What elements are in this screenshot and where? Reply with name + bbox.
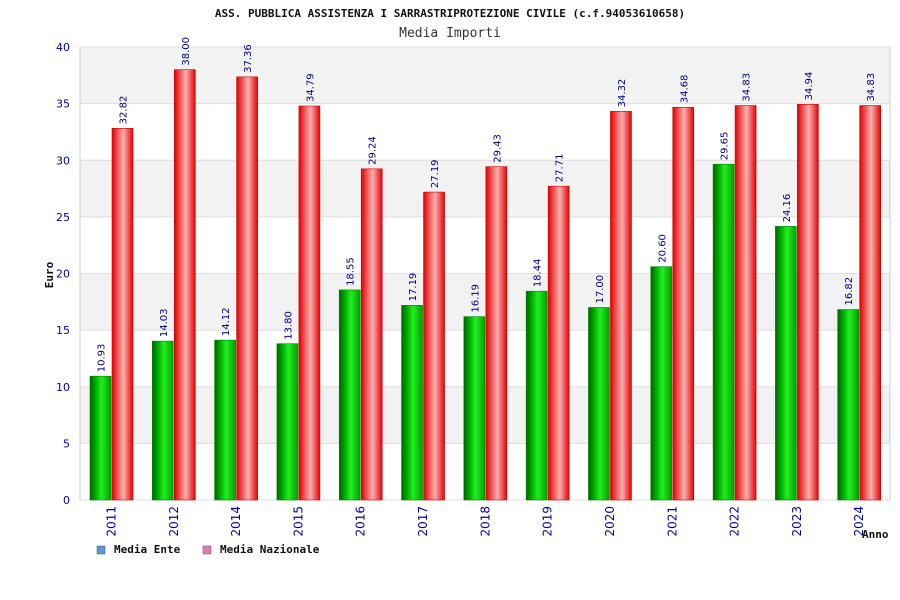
bar-media-ente-2020	[588, 307, 610, 501]
bar-media-ente-2014	[214, 339, 236, 501]
chart-subtitle: Media Importi	[399, 26, 501, 41]
y-tick-label: 20	[56, 268, 70, 281]
data-label: 20.60	[657, 234, 668, 263]
data-label: 37.36	[243, 44, 254, 73]
bar-media-ente-2023	[775, 226, 797, 501]
bar-media-nazionale-2019	[547, 185, 570, 501]
legend-swatch-media-nazionale	[202, 545, 212, 555]
plot-band	[80, 47, 890, 104]
chart-title: ASS. PUBBLICA ASSISTENZA I SARRASTRIPROT…	[215, 7, 685, 20]
bar-media-ente-2024	[837, 309, 859, 501]
x-tick-label: 2012	[167, 506, 181, 537]
data-label: 29.65	[720, 132, 731, 161]
legend: Media Ente Media Nazionale	[96, 543, 320, 556]
bar-media-nazionale-2023	[797, 104, 819, 501]
x-tick-label: 2015	[291, 506, 305, 537]
x-axis-label: Anno	[862, 528, 889, 541]
data-label: 34.83	[742, 73, 753, 102]
x-tick-label: 2019	[541, 506, 555, 537]
bar-media-nazionale-2014	[236, 76, 258, 501]
plot-band	[80, 216, 890, 274]
x-tick-label: 2017	[416, 506, 430, 537]
data-label: 27.19	[430, 159, 441, 188]
data-label: 29.43	[492, 134, 503, 163]
bar-media-nazionale-2024	[859, 105, 881, 501]
data-label: 18.44	[533, 259, 544, 288]
data-label: 34.79	[305, 73, 316, 102]
bar-media-ente-2015	[276, 343, 299, 501]
x-tick-label: 2024	[852, 506, 866, 537]
bar-media-nazionale-2012	[174, 69, 196, 501]
bar-media-nazionale-2011	[111, 128, 134, 501]
x-tick-label: 2014	[229, 506, 243, 537]
bar-media-ente-2018	[463, 316, 486, 501]
bar-media-nazionale-2018	[485, 166, 508, 501]
x-tick-label: 2016	[354, 506, 368, 537]
data-label: 17.00	[595, 275, 606, 304]
data-label: 34.83	[866, 73, 877, 102]
y-tick-label: 10	[56, 381, 70, 394]
bar-media-nazionale-2020	[610, 111, 632, 501]
y-tick-label: 5	[63, 437, 70, 450]
data-label: 32.82	[119, 96, 130, 125]
data-label: 13.80	[283, 311, 294, 340]
data-label: 18.55	[346, 257, 357, 286]
data-label: 10.93	[97, 344, 108, 373]
legend-swatch-media-ente	[96, 545, 106, 555]
plot-band	[80, 160, 890, 217]
x-tick-label: 2021	[665, 506, 679, 537]
bars	[89, 69, 881, 501]
x-tick-label: 2011	[105, 506, 119, 537]
data-label: 34.32	[617, 79, 628, 108]
y-axis-label: Euro	[43, 261, 56, 288]
x-axis-ticks: 2011 2012 2014 2015 2016 2017 2018 2019 2020 2021…	[105, 506, 867, 537]
data-label: 17.19	[408, 273, 419, 302]
bar-media-ente-2012	[152, 340, 174, 501]
data-label: 27.71	[555, 154, 566, 183]
x-tick-label: 2022	[728, 506, 742, 537]
bar-media-nazionale-2016	[360, 168, 383, 501]
x-tick-label: 2018	[478, 506, 492, 537]
legend-label-media-nazionale: Media Nazionale	[220, 543, 320, 556]
data-label: 24.16	[782, 194, 793, 223]
data-label: 38.00	[181, 37, 192, 66]
y-tick-label: 0	[63, 494, 70, 507]
y-tick-label: 40	[56, 41, 70, 54]
y-tick-label: 30	[56, 154, 70, 167]
data-label: 14.12	[221, 307, 232, 336]
data-label: 34.94	[804, 72, 815, 101]
data-label: 34.68	[679, 75, 690, 104]
data-label: 16.82	[844, 277, 855, 306]
bar-media-nazionale-2022	[734, 105, 757, 501]
bar-media-ente-2017	[401, 305, 423, 501]
y-tick-label: 15	[56, 324, 70, 337]
bar-media-nazionale-2021	[672, 106, 695, 501]
y-axis-ticks: 0 5 10 15 20 25 30 35 40	[56, 41, 70, 507]
bar-media-ente-2019	[525, 290, 548, 501]
x-tick-label: 2020	[603, 506, 617, 537]
data-label: 14.03	[159, 308, 170, 337]
legend-label-media-ente: Media Ente	[114, 543, 181, 556]
data-labels: 10.93 32.82 14.03 38.00 14.12 37.36 13.80 34.79…	[97, 37, 878, 372]
bar-media-ente-2011	[89, 375, 112, 501]
y-tick-label: 35	[56, 98, 70, 111]
y-tick-label: 25	[56, 211, 70, 224]
bar-media-ente-2022	[712, 163, 735, 501]
bar-media-nazionale-2017	[423, 191, 445, 501]
data-label: 16.19	[470, 284, 481, 313]
bar-media-ente-2016	[338, 289, 361, 501]
bar-media-nazionale-2015	[298, 105, 321, 501]
x-tick-label: 2023	[790, 506, 804, 537]
bar-media-ente-2021	[650, 266, 673, 501]
plot-band	[80, 103, 890, 161]
data-label: 29.24	[368, 136, 379, 165]
